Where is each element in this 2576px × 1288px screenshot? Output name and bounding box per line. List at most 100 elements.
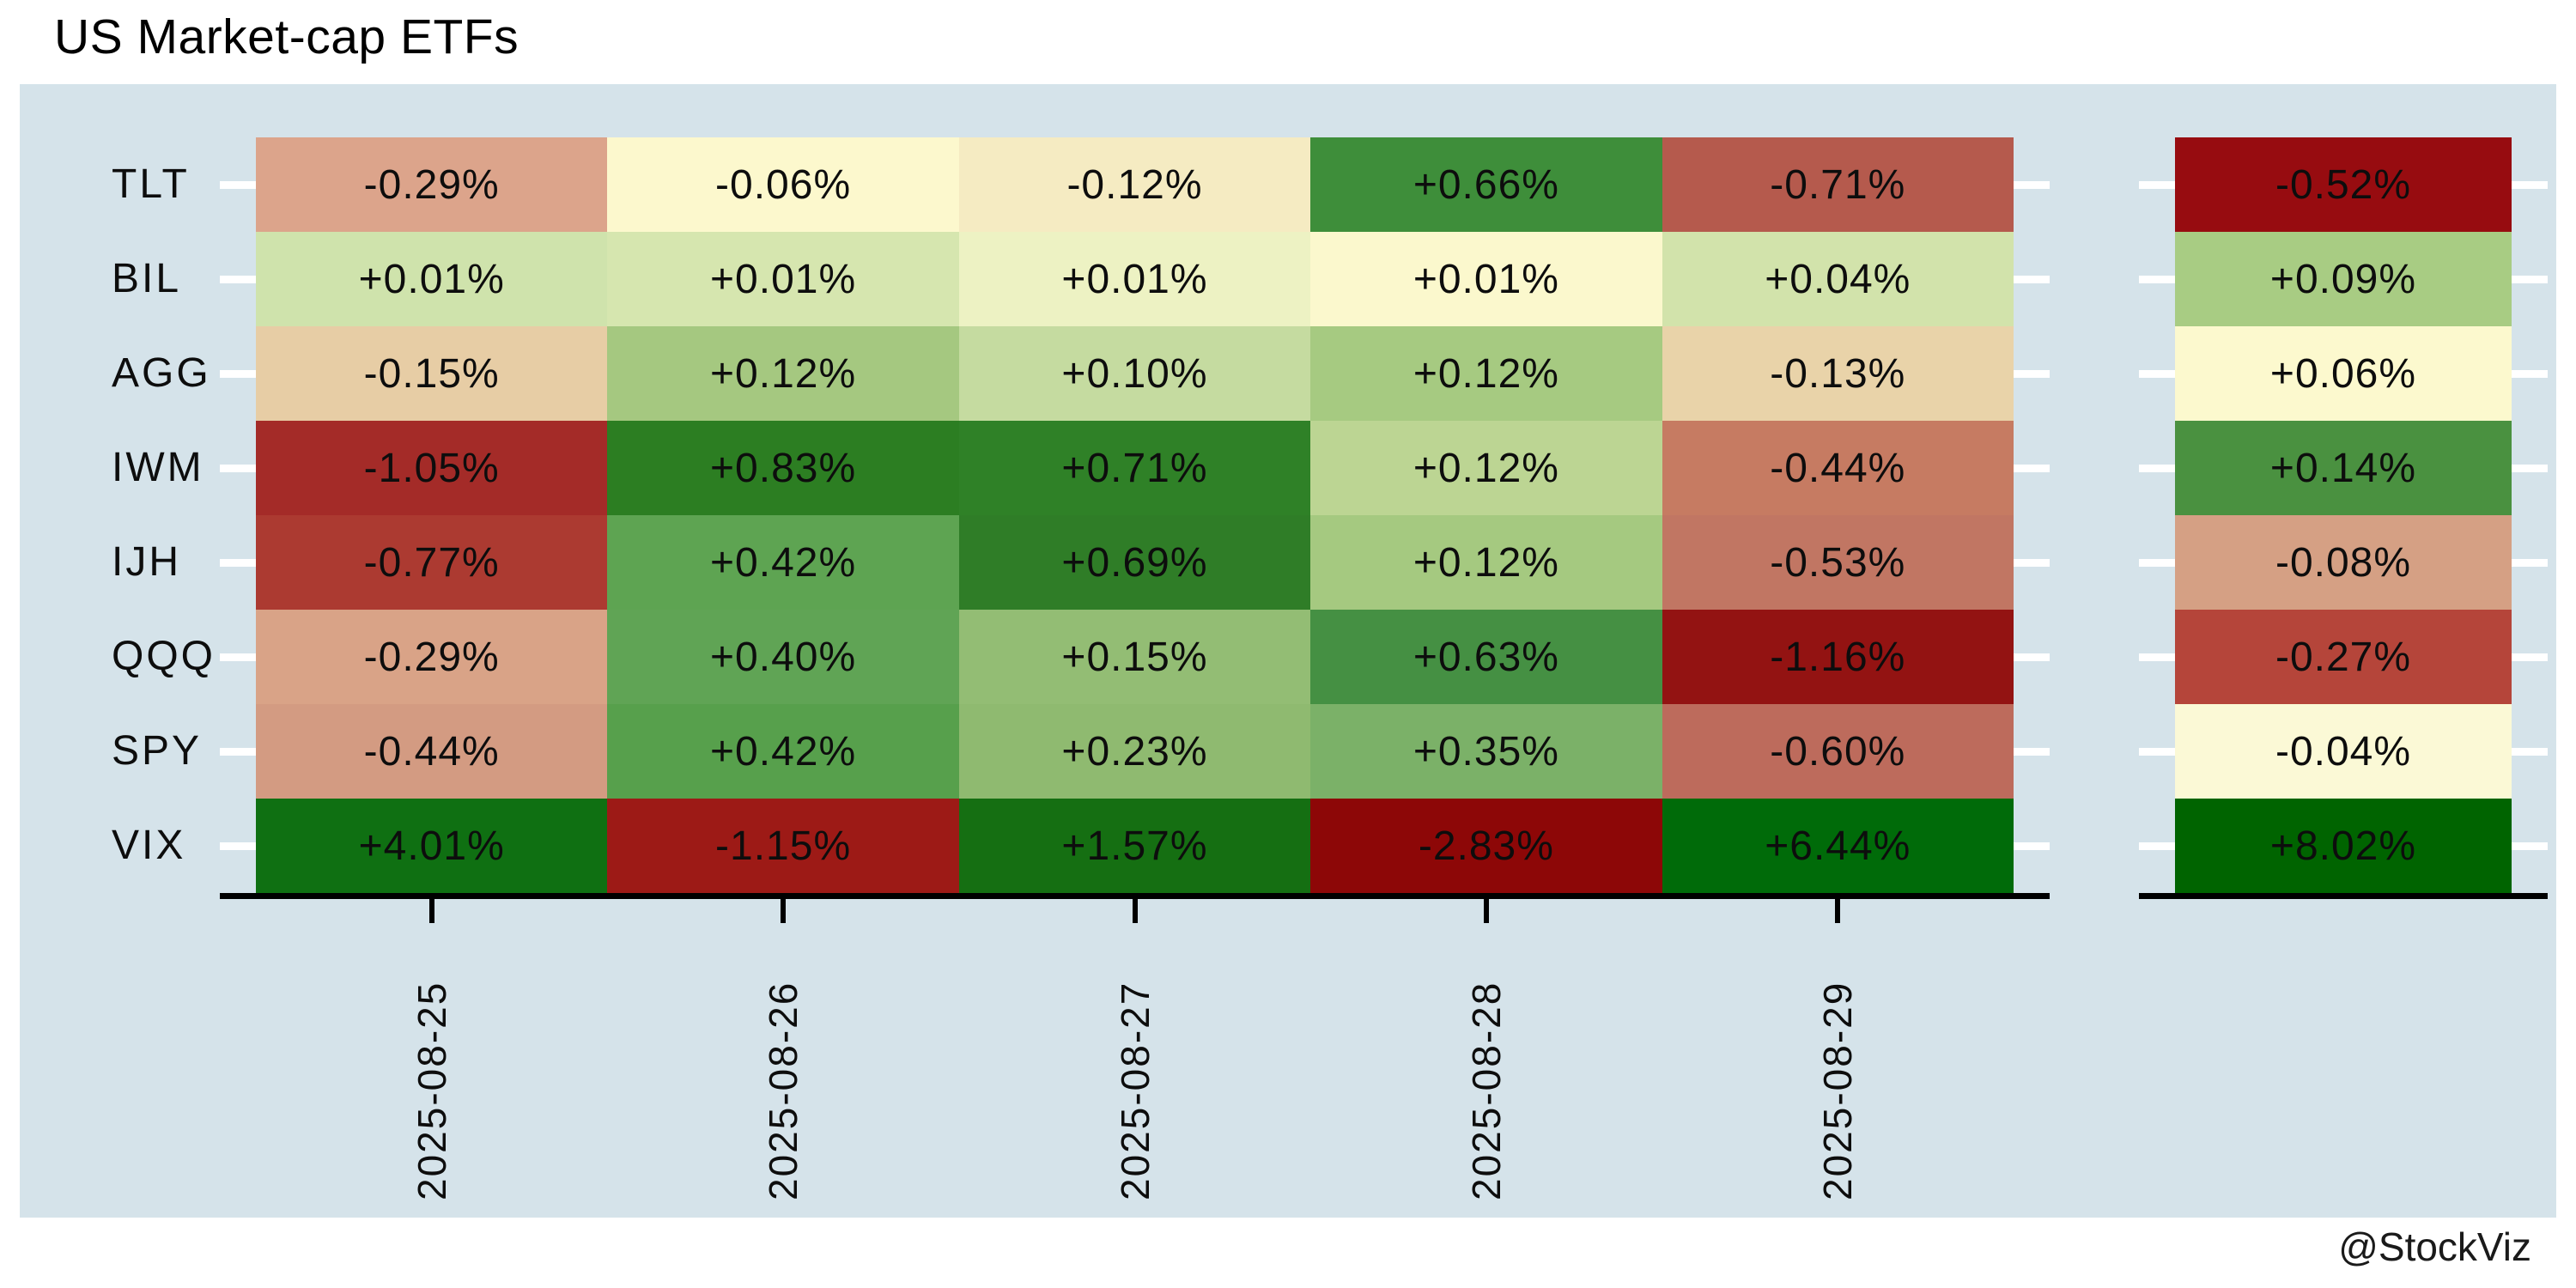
cell-value: +0.42% [710, 728, 857, 775]
cell-value: -0.29% [363, 161, 500, 208]
heatmap-cell: +0.63% [1310, 610, 1662, 704]
heatmap-cell: +0.23% [958, 704, 1311, 799]
heatmap-cell: +0.12% [1310, 326, 1662, 421]
cell-value: +0.12% [1413, 539, 1559, 586]
summary-cell-value: -0.08% [2275, 539, 2412, 586]
cell-value: +1.57% [1061, 823, 1208, 869]
heatmap-cell: +0.66% [1310, 137, 1662, 232]
heatmap-cell: +0.12% [1310, 515, 1662, 610]
heatmap-cell: -0.71% [1662, 137, 2014, 232]
row-label: QQQ [112, 634, 216, 679]
row-tick-dash-right [2014, 653, 2050, 661]
heatmap-cell: +0.15% [958, 610, 1311, 704]
summary-cell: +8.02% [2175, 799, 2512, 893]
cell-value: -0.53% [1770, 539, 1906, 586]
cell-value: +0.01% [1061, 256, 1208, 302]
row-label: TLT [112, 161, 190, 207]
summary-cell: -0.08% [2175, 515, 2512, 610]
row-label: IJH [112, 539, 181, 585]
x-axis-line [220, 893, 2050, 899]
date-label: 2025-08-27 [1112, 981, 1157, 1200]
row-label: AGG [112, 350, 211, 396]
summary-cell: -0.04% [2175, 704, 2512, 799]
cell-value: +0.42% [710, 539, 857, 586]
row-tick-dash-left [220, 181, 256, 189]
heatmap-cell: -0.12% [958, 137, 1311, 232]
heatmap-cell: +0.01% [958, 232, 1311, 326]
cell-value: -1.16% [1770, 634, 1906, 680]
heatmap-cell: -0.53% [1662, 515, 2014, 610]
cell-value: -0.77% [363, 539, 500, 586]
cell-value: +0.69% [1061, 539, 1208, 586]
cell-value: +0.83% [710, 445, 857, 491]
row-tick-dash-left [220, 653, 256, 661]
summary-tick-dash-left [2139, 842, 2175, 850]
heatmap-cell: +0.12% [607, 326, 959, 421]
chart-title: US Market-cap ETFs [54, 9, 519, 64]
x-tick [428, 899, 434, 923]
heatmap-cell: -0.44% [256, 704, 608, 799]
heatmap-cell: +0.01% [1310, 232, 1662, 326]
summary-axis-line [2139, 893, 2548, 899]
row-tick-dash-left [220, 370, 256, 378]
cell-value: +0.04% [1765, 256, 1911, 302]
row-label: BIL [112, 256, 182, 301]
x-tick [1483, 899, 1489, 923]
cell-value: -0.44% [1770, 445, 1906, 491]
summary-cell: -0.52% [2175, 137, 2512, 232]
heatmap-cell: -0.15% [256, 326, 608, 421]
heatmap-cell: +0.40% [607, 610, 959, 704]
heatmap-cell: +0.71% [958, 421, 1311, 515]
cell-value: -0.15% [363, 350, 500, 397]
cell-value: -0.12% [1066, 161, 1203, 208]
summary-tick-dash-left [2139, 653, 2175, 661]
summary-tick-dash-right [2512, 653, 2548, 661]
summary-tick-dash-right [2512, 748, 2548, 756]
heatmap-cell: +6.44% [1662, 799, 2014, 893]
heatmap-cell: -1.05% [256, 421, 608, 515]
heatmap-cell: -1.16% [1662, 610, 2014, 704]
summary-cell-value: -0.04% [2275, 728, 2412, 775]
summary-tick-dash-right [2512, 559, 2548, 567]
summary-cell: +0.09% [2175, 232, 2512, 326]
heatmap-cell: +0.83% [607, 421, 959, 515]
heatmap-cell: +4.01% [256, 799, 608, 893]
heatmap-cell: -0.77% [256, 515, 608, 610]
summary-cell-value: +0.14% [2269, 445, 2417, 491]
heatmap-cell: +0.42% [607, 515, 959, 610]
cell-value: +6.44% [1765, 823, 1911, 869]
cell-value: -0.29% [363, 634, 500, 680]
cell-value: -1.15% [715, 823, 852, 869]
row-tick-dash-right [2014, 181, 2050, 189]
summary-cell: +0.14% [2175, 421, 2512, 515]
cell-value: -0.13% [1770, 350, 1906, 397]
date-label: 2025-08-28 [1463, 981, 1509, 1200]
heatmap-cell: +0.42% [607, 704, 959, 799]
plot-panel: TLT -0.29% -0.06% -0.12% +0.66% -0.71% -0.52% B… [20, 84, 2556, 1218]
summary-tick-dash-right [2512, 842, 2548, 850]
cell-value: +0.63% [1413, 634, 1559, 680]
summary-tick-dash-left [2139, 276, 2175, 283]
cell-value: +0.66% [1413, 161, 1559, 208]
cell-value: +0.23% [1061, 728, 1208, 775]
watermark: @StockViz [2338, 1224, 2531, 1269]
heatmap-cell: -0.44% [1662, 421, 2014, 515]
heatmap-cell: -0.60% [1662, 704, 2014, 799]
cell-value: +0.12% [710, 350, 857, 397]
row-tick-dash-left [220, 276, 256, 283]
cell-value: +0.71% [1061, 445, 1208, 491]
summary-tick-dash-right [2512, 465, 2548, 472]
summary-cell-value: -0.27% [2275, 634, 2412, 680]
cell-value: -0.44% [363, 728, 500, 775]
summary-tick-dash-left [2139, 748, 2175, 756]
cell-value: +4.01% [358, 823, 505, 869]
row-label: IWM [112, 445, 204, 490]
row-tick-dash-right [2014, 276, 2050, 283]
row-label: VIX [112, 823, 186, 868]
x-tick [1835, 899, 1841, 923]
x-tick [1132, 899, 1138, 923]
heatmap-cell: +0.10% [958, 326, 1311, 421]
summary-tick-dash-left [2139, 559, 2175, 567]
cell-value: +0.40% [710, 634, 857, 680]
summary-tick-dash-left [2139, 181, 2175, 189]
